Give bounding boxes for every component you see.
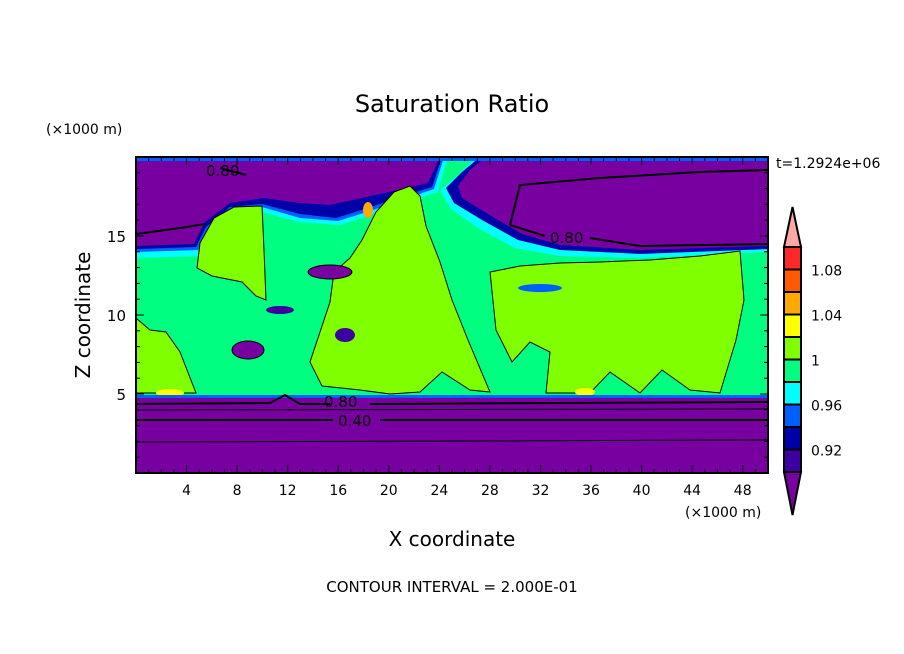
- field-purple-bottom: [136, 398, 768, 473]
- x-tick-label: 4: [182, 483, 191, 499]
- x-tick-label: 36: [582, 483, 600, 499]
- colorbar-label: 0.96: [811, 399, 842, 415]
- contour-line: [219, 167, 247, 176]
- x-tick-label: 28: [481, 483, 499, 499]
- colorbar-segment: [783, 403, 802, 428]
- contour-line: [135, 408, 769, 411]
- y-units-label: (×1000 m): [46, 122, 122, 138]
- colorbar-label: 0.92: [811, 444, 842, 460]
- time-label: t=1.2924e+06: [776, 156, 880, 172]
- x-axis-label: X coordinate: [389, 527, 516, 551]
- colorbar-segment: [783, 426, 802, 451]
- colorbar-label: 1: [811, 354, 820, 370]
- field-dry-pocket: [518, 284, 562, 292]
- x-units-label: (×1000 m): [685, 505, 761, 521]
- y-tick-label: 5: [116, 386, 126, 404]
- contour-line: [509, 224, 546, 237]
- colorbar-over-triangle: [782, 206, 803, 248]
- colorbar-under-triangle: [782, 471, 803, 516]
- contour-field: 0.80 0.80 0.80 0.40: [135, 157, 769, 473]
- colorbar-segment: [783, 313, 802, 338]
- contour-label: 0.80: [324, 393, 357, 411]
- y-axis-label: Z coordinate: [71, 252, 95, 379]
- x-tick-label: 48: [734, 483, 752, 499]
- colorbar-segment: [783, 358, 802, 383]
- contour-line: [369, 401, 769, 405]
- field-dry-pocket: [231, 340, 265, 360]
- field-purple-top-right: [458, 157, 768, 250]
- x-tick-label: 24: [430, 483, 448, 499]
- contour-interval-footer: CONTOUR INTERVAL = 2.000E-01: [326, 578, 577, 596]
- field-dry-pocket: [335, 328, 355, 342]
- colorbar-segment: [783, 291, 802, 316]
- contour-line: [135, 223, 206, 235]
- colorbar: 0.92 0.96 1 1.04 1.08: [782, 206, 842, 516]
- colorbar-segment: [783, 268, 802, 293]
- colorbar-segment: [783, 448, 802, 473]
- colorbar-label: 1.08: [811, 264, 842, 280]
- x-tick-label: 44: [683, 483, 701, 499]
- field-purple-top-left: [136, 157, 440, 246]
- x-tick-label: 40: [633, 483, 651, 499]
- field-green-left-upper: [196, 205, 267, 301]
- colorbar-label: 1.04: [811, 309, 842, 325]
- contour-label: 0.80: [206, 162, 239, 180]
- contour-line: [135, 393, 330, 405]
- contour-label: 0.40: [338, 412, 371, 430]
- colorbar-segment: [783, 336, 802, 361]
- field-green-center: [309, 185, 491, 395]
- contour-line: [135, 439, 769, 443]
- colorbar-segment: [783, 381, 802, 406]
- chart-title: Saturation Ratio: [355, 90, 549, 118]
- field-high-patch: [575, 388, 595, 396]
- field-dry-pocket: [266, 306, 294, 314]
- contour-line: [589, 237, 769, 248]
- field-high-patch: [363, 202, 373, 218]
- contour-label: 0.80: [550, 229, 583, 247]
- x-tick-label: 32: [532, 483, 550, 499]
- y-tick-label: 10: [107, 307, 126, 325]
- x-tick-label: 12: [279, 483, 297, 499]
- x-tick-label: 8: [233, 483, 242, 499]
- contour-line: [509, 169, 769, 226]
- colorbar-segment: [783, 246, 802, 271]
- x-tick-label: 20: [380, 483, 398, 499]
- y-tick-label: 15: [107, 228, 126, 246]
- field-dry-pocket: [307, 264, 353, 280]
- x-tick-label: 16: [329, 483, 347, 499]
